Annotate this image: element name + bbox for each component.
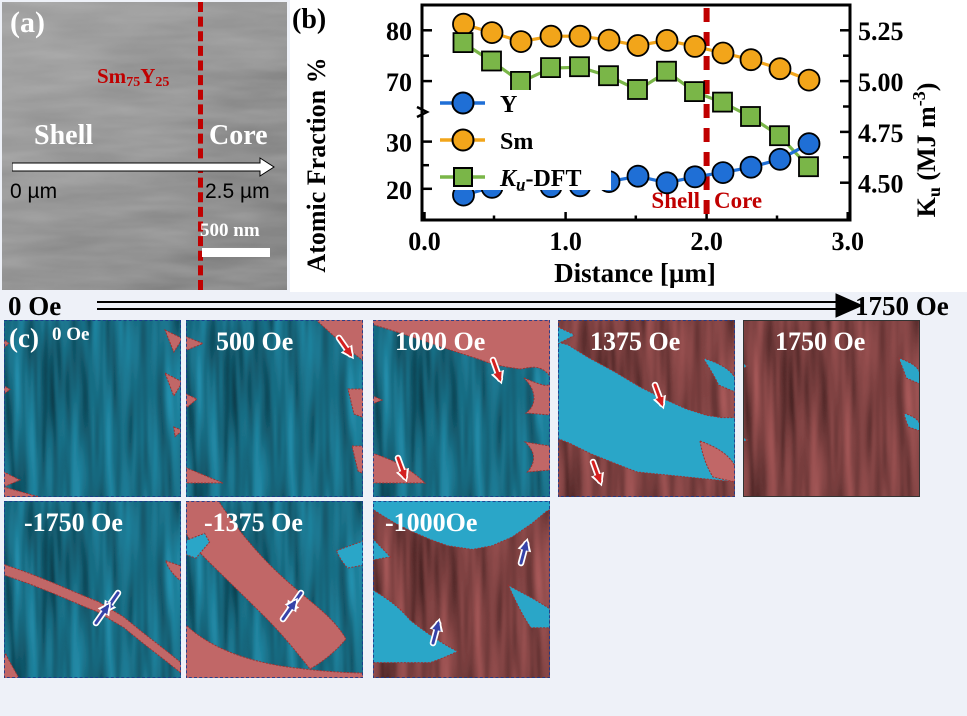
- svg-text:Y: Y: [500, 92, 517, 118]
- svg-text:30: 30: [386, 129, 412, 158]
- svg-text:(b): (b): [292, 4, 326, 35]
- svg-text:Core: Core: [714, 188, 762, 213]
- svg-text:2.0: 2.0: [690, 227, 723, 256]
- svg-text:1.0: 1.0: [549, 227, 582, 256]
- svg-text:1000 Oe: 1000 Oe: [395, 327, 485, 356]
- svg-text:Sm: Sm: [500, 129, 533, 155]
- svg-text:(c): (c): [9, 323, 39, 353]
- svg-text:-1750 Oe: -1750 Oe: [24, 508, 123, 537]
- svg-text:Atomic Fraction %: Atomic Fraction %: [302, 57, 331, 272]
- svg-text:3.0: 3.0: [831, 227, 864, 256]
- svg-text:0.0: 0.0: [408, 227, 441, 256]
- svg-text:500 Oe: 500 Oe: [216, 327, 293, 356]
- svg-text:5.25: 5.25: [858, 17, 904, 46]
- svg-text:Distance [µm]: Distance [µm]: [554, 258, 716, 288]
- svg-text:80: 80: [386, 17, 412, 46]
- svg-text:0 Oe: 0 Oe: [52, 324, 89, 345]
- svg-text:4.50: 4.50: [858, 170, 904, 199]
- svg-text:Ku-DFT: Ku-DFT: [499, 166, 581, 194]
- svg-text:1750 Oe: 1750 Oe: [775, 327, 865, 356]
- svg-text:5.00: 5.00: [858, 68, 904, 97]
- svg-text:4.75: 4.75: [858, 119, 904, 148]
- svg-text:20: 20: [386, 176, 412, 205]
- svg-text:1375 Oe: 1375 Oe: [590, 327, 680, 356]
- svg-text:70: 70: [386, 68, 412, 97]
- svg-text:-1375 Oe: -1375 Oe: [204, 508, 303, 537]
- svg-text:1750 Oe: 1750 Oe: [855, 292, 949, 320]
- svg-text:Ku (MJ m-3): Ku (MJ m-3): [909, 83, 944, 218]
- svg-text:Shell: Shell: [651, 188, 700, 213]
- svg-text:0 Oe: 0 Oe: [8, 292, 61, 320]
- svg-text:-1000Oe: -1000Oe: [385, 508, 477, 537]
